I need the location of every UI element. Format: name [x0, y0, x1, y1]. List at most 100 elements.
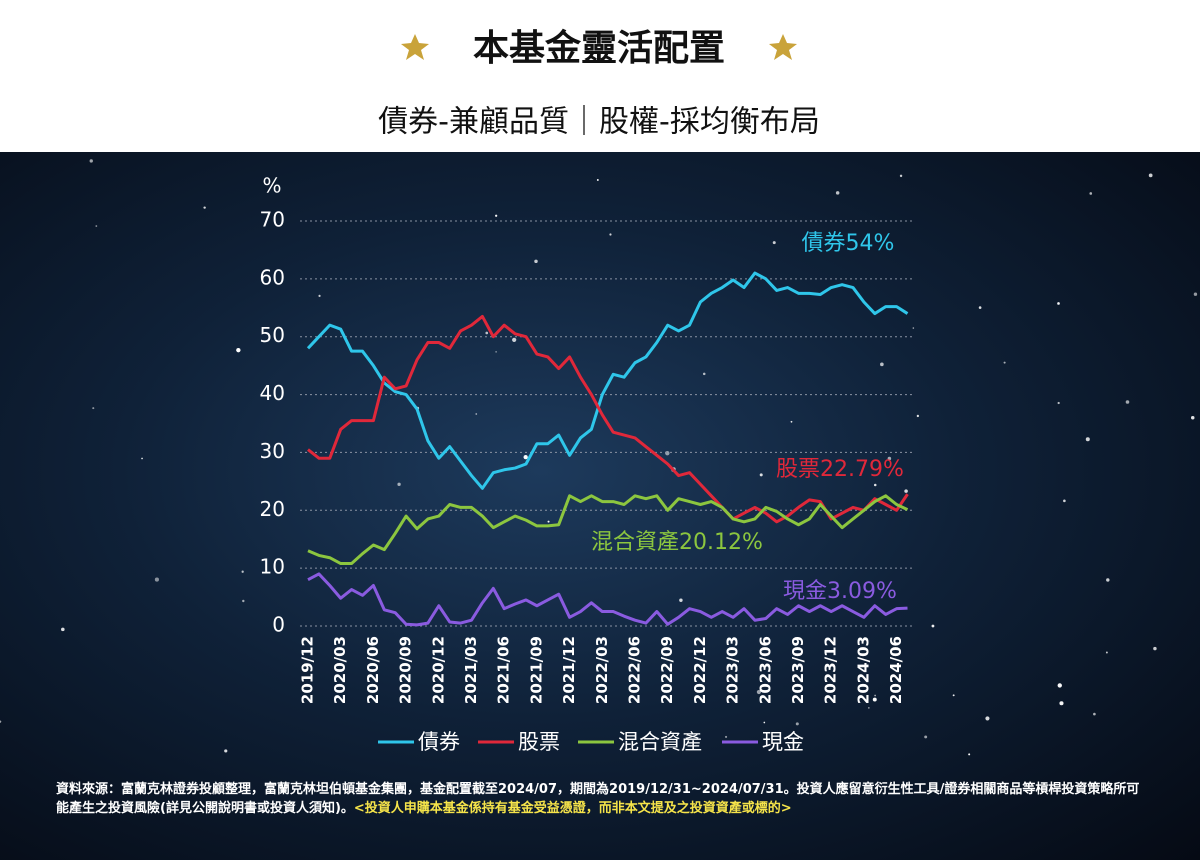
star-dot — [763, 721, 766, 724]
star-dot — [203, 206, 206, 209]
star-dot — [916, 414, 920, 418]
legend: 債券 股票 混合資產 現金 — [378, 730, 804, 754]
star-dot — [495, 214, 498, 217]
star-dot — [880, 362, 884, 367]
y-tick-label: 50 — [260, 323, 285, 347]
legend-label: 現金 — [762, 730, 804, 754]
series-line — [307, 494, 909, 566]
star-dot — [1057, 302, 1060, 305]
star-dot — [1085, 437, 1090, 442]
star-dot — [95, 225, 98, 227]
x-tick-label: 2021/09 — [527, 636, 545, 704]
star-dot — [92, 407, 95, 410]
star-dot — [0, 720, 2, 723]
star-dot — [1093, 712, 1096, 716]
star-dot — [899, 174, 903, 178]
star-dot — [596, 179, 599, 181]
x-tick-label: 2022/03 — [593, 636, 611, 704]
x-tick-label: 2023/12 — [822, 636, 840, 704]
star-dot — [61, 627, 65, 632]
star-dot — [523, 454, 528, 460]
decor — [401, 34, 797, 60]
x-tick-label: 2021/12 — [560, 636, 578, 704]
series-annotation: 股票22.79% — [776, 457, 904, 482]
x-tick-label: 2022/06 — [626, 636, 644, 704]
star-dot — [89, 159, 93, 163]
x-tick-label: 2023/06 — [756, 636, 774, 704]
star-dot — [931, 624, 935, 628]
footnote-highlight: <投資人申購本基金係持有基金受益憑證，而非本文提及之投資資產或標的> — [353, 801, 792, 816]
star-dot — [141, 457, 143, 460]
star-dot — [978, 306, 982, 309]
star-dot — [1059, 701, 1064, 706]
star-dot — [547, 520, 550, 523]
star-dot — [1153, 646, 1157, 651]
star-dot — [1063, 499, 1066, 503]
series-line — [307, 572, 908, 627]
star-dot — [1105, 651, 1108, 654]
legend-label: 債券 — [418, 730, 460, 754]
star-dot — [242, 599, 245, 603]
series-annotation: 債券54% — [802, 231, 895, 256]
x-tick-label: 2020/12 — [429, 636, 447, 704]
y-tick-label: 20 — [260, 497, 285, 521]
star-icon — [401, 34, 429, 60]
x-tick-label: 2024/06 — [887, 636, 905, 704]
star-dot — [772, 241, 776, 245]
x-tick-label: 2023/09 — [789, 636, 807, 704]
footnote: 資料來源：富蘭克林證券投顧整理，富蘭克林坦伯頓基金集團，基金配置截至2024/0… — [56, 780, 1146, 818]
x-tick-label: 2020/03 — [331, 636, 349, 704]
x-tick-label: 2022/12 — [691, 636, 709, 704]
star-dot — [665, 450, 670, 456]
star-dot — [679, 598, 683, 603]
star-dot — [759, 473, 763, 477]
star-dot — [1193, 292, 1198, 296]
star-dot — [985, 716, 990, 721]
star-dot — [873, 483, 877, 487]
x-tick-label: 2021/03 — [462, 636, 480, 704]
star-dot — [790, 420, 793, 423]
series-line — [306, 271, 909, 490]
legend-label: 混合資產 — [618, 730, 702, 754]
star-dot — [904, 489, 908, 493]
star-dot — [872, 697, 877, 702]
title: 本基金靈活配置 — [473, 27, 725, 69]
star-dot — [397, 482, 401, 486]
star-dot — [874, 694, 877, 697]
y-axis-label: % — [262, 174, 281, 198]
star-dot — [1057, 401, 1060, 405]
star-dot — [1057, 683, 1062, 688]
star-icon — [769, 34, 797, 60]
x-tick-label: 2020/06 — [364, 636, 382, 704]
footnote-text: 資料來源：富蘭克林證券投顧整理，富蘭克林坦伯頓基金集團，基金配置截至2024/0… — [56, 782, 1140, 816]
x-tick-label: 2024/03 — [854, 636, 872, 704]
star-dot — [1089, 192, 1093, 195]
x-tick-label: 2019/12 — [299, 636, 317, 704]
star-dot — [224, 749, 228, 753]
star-dot — [609, 233, 612, 236]
series-annotation: 混合資產20.12% — [591, 530, 763, 555]
star-dot — [1191, 416, 1195, 420]
y-tick-label: 70 — [260, 208, 285, 232]
star-dot — [795, 722, 799, 726]
star-dot — [756, 689, 761, 695]
star-dot — [1148, 173, 1153, 178]
y-tick-label: 0 — [272, 613, 285, 637]
x-tick-label: 2023/03 — [724, 636, 742, 704]
star-dot — [924, 735, 928, 739]
star-dot — [1003, 361, 1006, 364]
star-dot — [485, 331, 489, 335]
y-tick-label: 40 — [260, 381, 285, 405]
x-tick-label: 2020/09 — [397, 636, 415, 704]
star-dot — [835, 191, 840, 195]
star-dot — [495, 351, 497, 353]
x-tick-label: 2022/09 — [658, 636, 676, 704]
subtitle: 債券-兼顧品質｜股權-採均衡布局 — [378, 105, 820, 140]
star-dot — [236, 347, 241, 353]
legend-label: 股票 — [518, 730, 560, 754]
star-dot — [912, 327, 915, 329]
y-tick-label: 30 — [260, 439, 285, 463]
star-dot — [968, 753, 971, 756]
star-dot — [887, 456, 892, 461]
